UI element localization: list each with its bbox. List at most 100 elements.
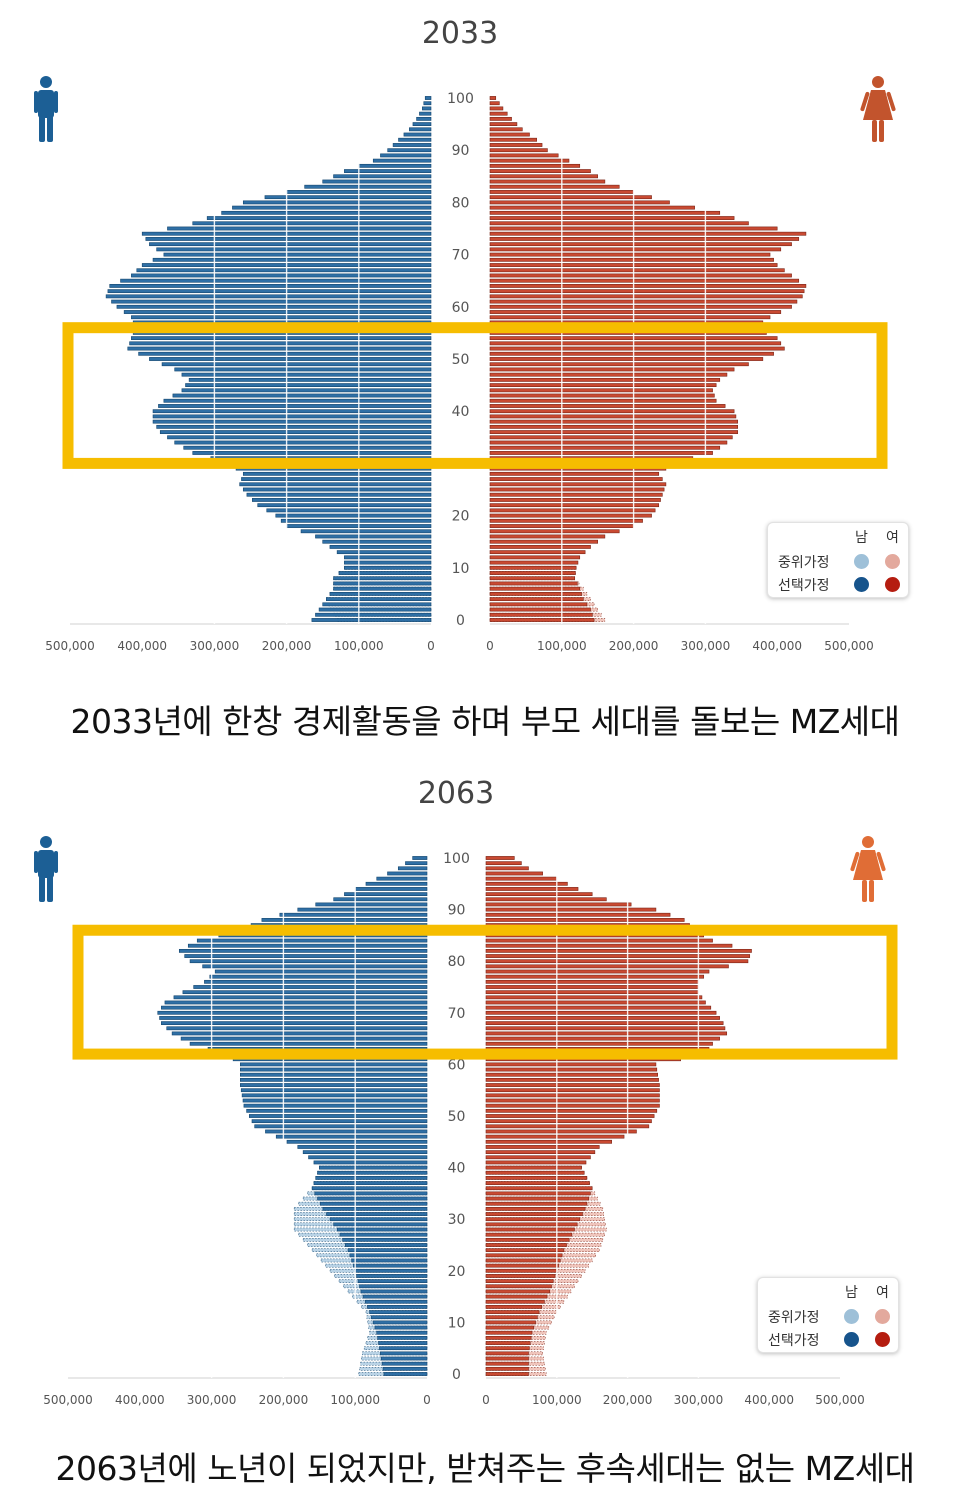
male-bar: [181, 388, 432, 393]
male-bar: [192, 451, 432, 455]
age-tick-label: 40: [452, 404, 470, 420]
male-bar: [275, 1134, 428, 1139]
male-bar: [412, 122, 432, 127]
male-bar: [333, 897, 428, 902]
male-bar: [149, 357, 432, 361]
male-bar: [171, 1031, 428, 1036]
female-bar: [485, 1330, 533, 1335]
male-bar: [311, 618, 432, 622]
male-bar: [344, 169, 432, 173]
male-bar: [163, 252, 432, 257]
female-bar: [489, 237, 800, 241]
female-bar: [485, 1139, 612, 1144]
male-bar: [138, 351, 432, 356]
female-bar: [489, 571, 576, 575]
female-bar: [489, 539, 598, 544]
male-bar: [167, 435, 432, 440]
female-bar: [489, 576, 576, 581]
male-bar: [174, 440, 432, 445]
male-bar: [280, 518, 432, 523]
highlight-box: [62, 322, 888, 469]
female-bar: [489, 163, 581, 168]
female-bar: [489, 111, 508, 116]
male-bar: [376, 1330, 428, 1335]
male-bar: [178, 948, 428, 953]
female-bar: [485, 918, 685, 922]
male-bar: [356, 1274, 428, 1278]
male-bar: [297, 907, 428, 912]
female-bar: [489, 341, 782, 346]
male-bar: [329, 545, 432, 549]
female-bar: [489, 555, 581, 560]
female-bar: [485, 1165, 582, 1170]
male-bar: [159, 430, 432, 434]
female-bar: [489, 409, 735, 414]
male-bar: [240, 1062, 428, 1067]
female-bar: [489, 377, 721, 382]
female-x-tick-label: 500,000: [824, 639, 874, 653]
male-bar: [377, 1335, 428, 1340]
female-bar: [485, 1305, 543, 1309]
female-bar: [489, 310, 782, 314]
male-bar: [313, 1160, 428, 1165]
female-bar: [485, 964, 729, 969]
male-x-tick-label: 300,000: [190, 639, 240, 653]
male-bar: [412, 856, 428, 860]
female-bar: [489, 492, 663, 497]
female-bar: [485, 979, 699, 984]
female-bar: [485, 1196, 589, 1201]
female-bar: [489, 372, 728, 377]
female-bar: [485, 856, 515, 860]
male-bar: [181, 372, 432, 377]
highlight-box: [72, 924, 898, 1060]
male-bar: [152, 419, 432, 424]
age-tick-label: 40: [448, 1161, 466, 1177]
male-bar: [344, 892, 428, 897]
legend-male-header: 남: [855, 530, 868, 546]
legend-female-selected-dot: [885, 577, 900, 592]
male-bar: [252, 498, 432, 502]
male-person-icon: [34, 836, 58, 902]
male-bar: [392, 143, 432, 147]
male-bar: [333, 576, 432, 581]
female-bar: [489, 545, 591, 549]
female-bar: [489, 362, 749, 367]
male-x-tick-label: 0: [427, 639, 435, 653]
female-bar: [489, 487, 665, 492]
male-bar: [116, 304, 432, 309]
female-bar: [485, 1294, 548, 1299]
male-bar: [315, 534, 432, 539]
male-bar: [167, 226, 432, 231]
male-bar: [344, 555, 432, 560]
age-tick-label: 70: [448, 1006, 466, 1022]
male-bar: [242, 1098, 428, 1103]
male-bar: [322, 179, 432, 184]
female-bar: [489, 116, 512, 121]
female-bar: [489, 357, 764, 361]
male-bar: [357, 1279, 428, 1284]
female-bar: [485, 1067, 658, 1072]
age-tick-label: 60: [452, 300, 470, 316]
male-bar: [188, 377, 432, 382]
female-bar: [485, 1232, 573, 1237]
male-bar: [342, 1237, 428, 1242]
female-bar: [485, 1026, 726, 1031]
chart-legend: 남 여 중위가정 선택가정: [757, 1277, 899, 1353]
male-bar: [339, 1232, 428, 1237]
female-bar: [489, 445, 721, 450]
chart-caption: 2033년에 한창 경제활동을 하며 부모 세대를 돌보는 MZ세대: [70, 702, 900, 741]
female-bar: [489, 518, 643, 523]
female-bar: [485, 1083, 660, 1087]
female-bar: [485, 1279, 554, 1284]
male-bar: [192, 221, 432, 226]
female-x-tick-label: 400,000: [752, 639, 802, 653]
male-bar: [241, 477, 432, 481]
age-tick-label: 10: [448, 1315, 466, 1331]
male-bar: [369, 1310, 428, 1314]
female-bar: [485, 1325, 535, 1330]
female-bar: [489, 346, 785, 351]
male-bar: [232, 205, 432, 210]
male-bar: [261, 918, 428, 922]
female-bar: [485, 887, 579, 891]
